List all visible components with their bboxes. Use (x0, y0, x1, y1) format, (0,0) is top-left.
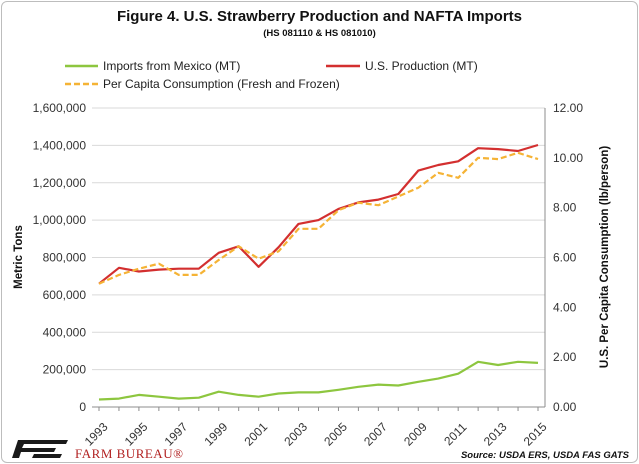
legend-label-imports: Imports from Mexico (MT) (103, 59, 240, 73)
y-tick-label: 1,400,000 (33, 138, 87, 152)
y-tick-label: 1,000,000 (33, 213, 87, 227)
gridlines (92, 107, 546, 408)
x-tick-label: 2003 (281, 420, 310, 449)
series-line-1 (98, 143, 539, 285)
x-tick-label: 2009 (401, 420, 430, 449)
x-tick-label: 2015 (521, 420, 550, 449)
y-tick-label: 400,000 (43, 325, 87, 339)
x-tick-label: 2007 (361, 420, 390, 449)
y2-tick-label: 10.00 (553, 151, 583, 165)
x-axis: 1993 1995 1997 1999 2001 2003 2005 2007 2009 2011… (82, 407, 550, 449)
x-tick-label: 2013 (481, 420, 510, 449)
x-tick-label: 1999 (202, 420, 231, 449)
y-tick-label: 200,000 (43, 363, 87, 377)
series-line-2 (98, 151, 539, 285)
legend-label-production: U.S. Production (MT) (365, 59, 478, 73)
y-tick-label: 1,200,000 (33, 176, 87, 190)
x-tick-label: 1997 (162, 420, 191, 449)
brand-name: FARM BUREAU® (75, 446, 184, 461)
y2-tick-label: 8.00 (553, 201, 577, 215)
y2-tick-label: 12.00 (553, 101, 583, 115)
x-tick-label: 1993 (82, 420, 111, 449)
x-tick-label: 2011 (441, 420, 469, 448)
farm-bureau-logo-icon (12, 440, 68, 458)
y-axis-right: 0.00 2.00 4.00 6.00 8.00 10.00 12.00 (553, 101, 583, 414)
series-lines (98, 143, 539, 401)
y-tick-label: 600,000 (43, 288, 87, 302)
y-tick-label: 1,600,000 (33, 101, 87, 115)
y2-tick-label: 2.00 (553, 350, 577, 364)
y-axis-title: Metric Tons (13, 225, 25, 289)
x-tick-label: 2005 (321, 420, 350, 449)
y-axis-left: 0 200,000 400,000 600,000 800,000 1,000,000 1,… (33, 101, 87, 414)
legend-label-consumption: Per Capita Consumption (Fresh and Frozen… (103, 77, 340, 91)
y2-tick-label: 4.00 (553, 300, 577, 314)
series-line-0 (98, 360, 539, 401)
y-tick-label: 800,000 (43, 251, 87, 265)
x-tick-label: 2001 (241, 420, 270, 449)
source-note: Source: USDA ERS, USDA FAS GATS (460, 450, 629, 461)
y2-tick-label: 6.00 (553, 251, 577, 265)
y-tick-label: 0 (79, 400, 86, 414)
y2-axis-title: U.S. Per Capita Consumption (lb/person) (599, 146, 611, 369)
chart-title: Figure 4. U.S. Strawberry Production and… (116, 8, 523, 25)
legend: Imports from Mexico (MT) U.S. Production… (65, 59, 478, 91)
x-tick-label: 1995 (122, 420, 151, 449)
y2-tick-label: 0.00 (553, 400, 577, 414)
chart-subtitle: (HS 081110 & HS 081010) (263, 28, 376, 39)
